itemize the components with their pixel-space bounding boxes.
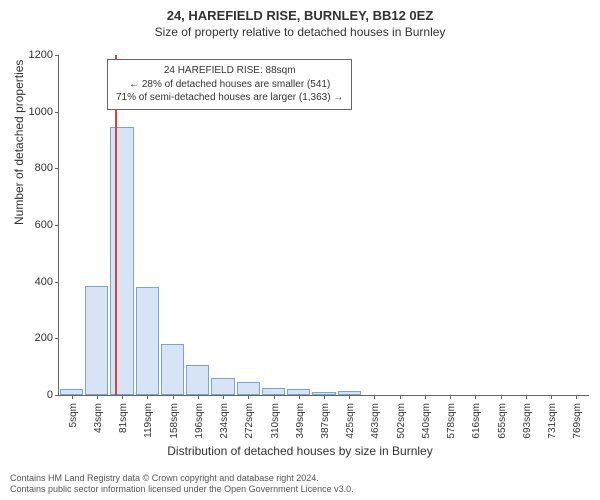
x-tick-mark — [501, 395, 502, 399]
histogram-bar — [85, 286, 108, 395]
x-tick-mark — [198, 395, 199, 399]
y-tick-mark — [55, 112, 59, 113]
x-tick-mark — [324, 395, 325, 399]
footer-attribution: Contains HM Land Registry data © Crown c… — [10, 473, 590, 496]
x-tick-mark — [450, 395, 451, 399]
histogram-bar — [262, 388, 285, 395]
x-tick-mark — [400, 395, 401, 399]
x-tick-label: 349sqm — [295, 403, 306, 439]
y-tick-mark — [55, 282, 59, 283]
info-box-line: 71% of semi-detached houses are larger (… — [116, 91, 343, 105]
x-tick-label: 119sqm — [143, 403, 154, 438]
x-tick-label: 234sqm — [219, 403, 230, 439]
x-tick-mark — [526, 395, 527, 399]
y-tick-mark — [55, 395, 59, 396]
x-tick-label: 655sqm — [497, 403, 508, 439]
y-tick-mark — [55, 55, 59, 56]
y-tick-label: 1000 — [21, 106, 53, 118]
x-tick-label: 769sqm — [572, 403, 583, 439]
chart-container: 24, HAREFIELD RISE, BURNLEY, BB12 0EZ Si… — [0, 0, 600, 500]
x-tick-label: 387sqm — [320, 403, 331, 439]
x-tick-label: 578sqm — [446, 403, 457, 439]
x-tick-label: 310sqm — [270, 403, 281, 439]
x-tick-mark — [223, 395, 224, 399]
x-tick-label: 502sqm — [396, 403, 407, 439]
x-tick-mark — [72, 395, 73, 399]
footer-line-2: Contains public sector information licen… — [10, 484, 590, 496]
y-tick-label: 400 — [21, 276, 53, 288]
x-tick-label: 425sqm — [345, 403, 356, 439]
footer-line-1: Contains HM Land Registry data © Crown c… — [10, 473, 590, 485]
x-tick-mark — [147, 395, 148, 399]
x-tick-label: 540sqm — [421, 403, 432, 439]
chart-title-main: 24, HAREFIELD RISE, BURNLEY, BB12 0EZ — [0, 0, 600, 23]
chart-title-sub: Size of property relative to detached ho… — [0, 23, 600, 43]
x-tick-mark — [299, 395, 300, 399]
y-tick-label: 800 — [21, 162, 53, 174]
x-tick-mark — [551, 395, 552, 399]
histogram-bar — [237, 382, 260, 395]
x-tick-mark — [173, 395, 174, 399]
x-axis-label: Distribution of detached houses by size … — [0, 444, 600, 458]
histogram-bar — [136, 287, 159, 395]
info-box-line: 24 HAREFIELD RISE: 88sqm — [116, 64, 343, 78]
chart-area: 0200400600800100012005sqm43sqm81sqm119sq… — [58, 55, 588, 395]
x-tick-label: 731sqm — [547, 403, 558, 439]
x-tick-label: 5sqm — [68, 403, 79, 427]
y-tick-mark — [55, 338, 59, 339]
y-tick-label: 0 — [21, 389, 53, 401]
x-tick-label: 616sqm — [471, 403, 482, 439]
histogram-bar — [161, 344, 184, 395]
y-tick-label: 1200 — [21, 49, 53, 61]
plot-region: 0200400600800100012005sqm43sqm81sqm119sq… — [58, 55, 589, 396]
info-box: 24 HAREFIELD RISE: 88sqm← 28% of detache… — [107, 59, 352, 110]
x-tick-label: 158sqm — [169, 403, 180, 439]
x-tick-mark — [274, 395, 275, 399]
x-tick-mark — [248, 395, 249, 399]
x-tick-label: 272sqm — [244, 403, 255, 439]
x-tick-mark — [374, 395, 375, 399]
x-tick-mark — [425, 395, 426, 399]
info-box-line: ← 28% of detached houses are smaller (54… — [116, 78, 343, 92]
x-tick-mark — [475, 395, 476, 399]
x-tick-mark — [122, 395, 123, 399]
x-tick-label: 693sqm — [522, 403, 533, 439]
y-tick-mark — [55, 225, 59, 226]
y-tick-label: 200 — [21, 332, 53, 344]
y-axis-label: Number of detached properties — [12, 60, 26, 225]
histogram-bar — [211, 378, 234, 395]
y-tick-label: 600 — [21, 219, 53, 231]
x-tick-label: 43sqm — [93, 403, 104, 433]
histogram-bar — [186, 365, 209, 395]
x-tick-label: 463sqm — [370, 403, 381, 439]
x-tick-label: 196sqm — [194, 403, 205, 439]
x-tick-mark — [349, 395, 350, 399]
x-tick-mark — [576, 395, 577, 399]
x-tick-label: 81sqm — [118, 403, 129, 433]
y-tick-mark — [55, 168, 59, 169]
x-tick-mark — [97, 395, 98, 399]
